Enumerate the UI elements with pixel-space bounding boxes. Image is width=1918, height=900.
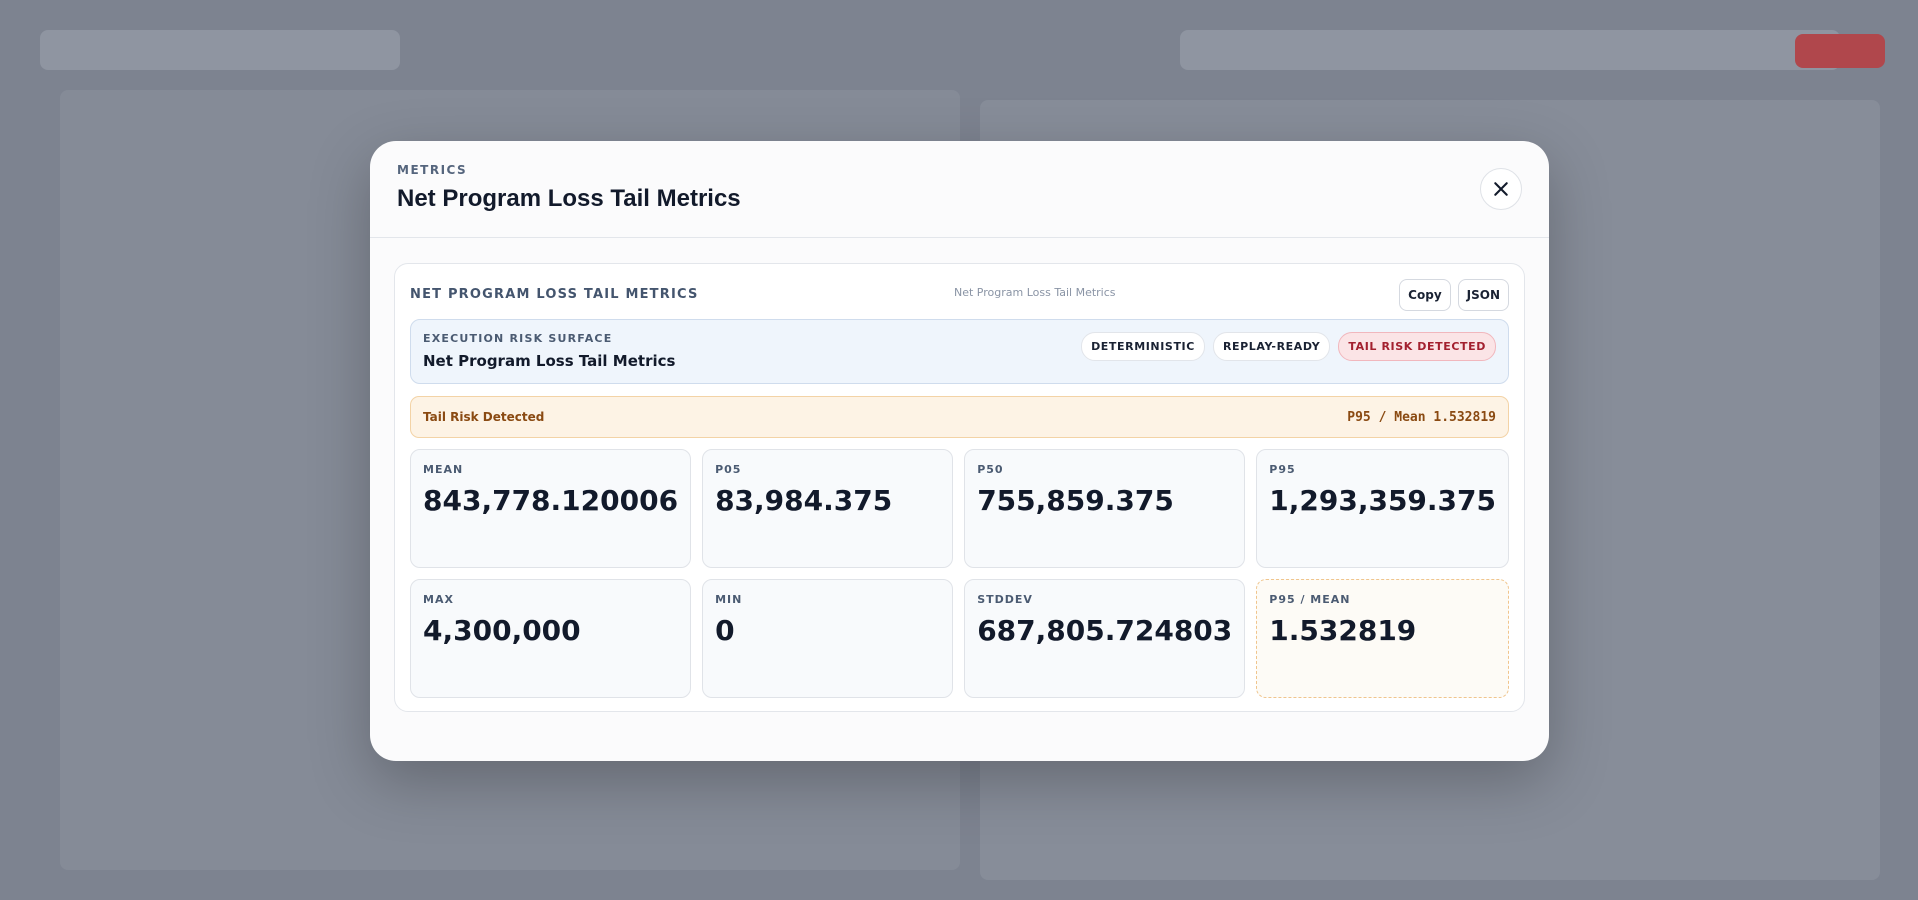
- metric-card: MIN 0: [702, 579, 954, 698]
- surface-title: Net Program Loss Tail Metrics: [423, 352, 676, 370]
- metric-value: 1,293,359.375: [1269, 484, 1496, 517]
- metric-label: MIN: [715, 593, 743, 606]
- panel-actions: Copy JSON: [1399, 279, 1509, 311]
- surface-eyebrow: EXECUTION RISK SURFACE: [423, 332, 613, 345]
- metric-card: P50 755,859.375: [964, 449, 1246, 568]
- metric-label: P95 / MEAN: [1269, 593, 1351, 606]
- modal-title: Net Program Loss Tail Metrics: [397, 185, 741, 212]
- metric-value: 755,859.375: [977, 484, 1174, 517]
- metric-card: MAX 4,300,000: [410, 579, 692, 698]
- metric-value: 0: [715, 614, 735, 647]
- alert: Tail Risk Detected P95 / Mean 1.532819: [410, 396, 1509, 438]
- modal: METRICS Net Program Loss Tail Metrics NE…: [370, 141, 1549, 761]
- metrics-panel: NET PROGRAM LOSS TAIL METRICS Net Progra…: [394, 263, 1525, 712]
- badge: TAIL RISK DETECTED: [1338, 332, 1496, 361]
- metric-card: P05 83,984.375: [702, 449, 954, 568]
- metric-value: 843,778.120006: [423, 484, 679, 517]
- metric-value: 1.532819: [1269, 614, 1417, 647]
- metric-card: P95 / MEAN 1.532819: [1256, 579, 1509, 698]
- metric-card: P95 1,293,359.375: [1256, 449, 1509, 568]
- metric-label: P95: [1269, 463, 1296, 476]
- metric-label: MAX: [423, 593, 454, 606]
- metric-label: P50: [977, 463, 1004, 476]
- badge: REPLAY-READY: [1212, 332, 1331, 361]
- metric-card: MEAN 843,778.120006: [410, 449, 692, 568]
- panel-subtitle: Net Program Loss Tail Metrics: [954, 286, 1116, 299]
- badges: DETERMINISTIC REPLAY-READY TAIL RISK DETEC…: [1081, 332, 1496, 361]
- metric-value: 687,805.724803: [977, 614, 1233, 647]
- modal-header: METRICS Net Program Loss Tail Metrics: [370, 141, 1549, 238]
- metric-label: MEAN: [423, 463, 464, 476]
- panel-header: NET PROGRAM LOSS TAIL METRICS Net Progra…: [410, 279, 1509, 319]
- metric-value: 4,300,000: [423, 614, 581, 647]
- surface: EXECUTION RISK SURFACE Net Program Loss …: [410, 319, 1509, 384]
- alert-value: P95 / Mean 1.532819: [1347, 409, 1496, 425]
- metric-label: STDDEV: [977, 593, 1033, 606]
- action-button[interactable]: Copy: [1399, 279, 1451, 311]
- metric-card: STDDEV 687,805.724803: [964, 579, 1246, 698]
- action-button[interactable]: JSON: [1457, 279, 1509, 311]
- panel-title: NET PROGRAM LOSS TAIL METRICS: [410, 287, 699, 302]
- metric-label: P05: [715, 463, 742, 476]
- metric-grid: MEAN 843,778.120006 P05 83,984.375 P50 755,85…: [410, 449, 1509, 698]
- close-button[interactable]: [1480, 168, 1522, 210]
- alert-label: Tail Risk Detected: [423, 410, 545, 424]
- metric-value: 83,984.375: [715, 484, 893, 517]
- badge: DETERMINISTIC: [1081, 332, 1205, 361]
- modal-eyebrow: METRICS: [397, 163, 468, 177]
